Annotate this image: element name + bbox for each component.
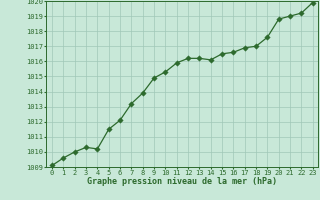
X-axis label: Graphe pression niveau de la mer (hPa): Graphe pression niveau de la mer (hPa) [87, 177, 277, 186]
